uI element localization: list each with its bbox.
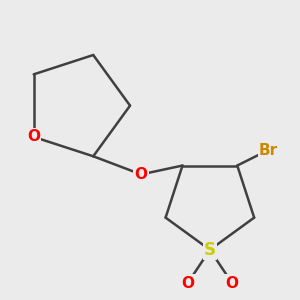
Text: O: O — [226, 276, 238, 291]
Text: S: S — [204, 241, 216, 259]
Text: O: O — [27, 129, 40, 144]
Text: O: O — [135, 167, 148, 182]
Text: O: O — [181, 276, 194, 291]
Text: Br: Br — [259, 142, 278, 158]
